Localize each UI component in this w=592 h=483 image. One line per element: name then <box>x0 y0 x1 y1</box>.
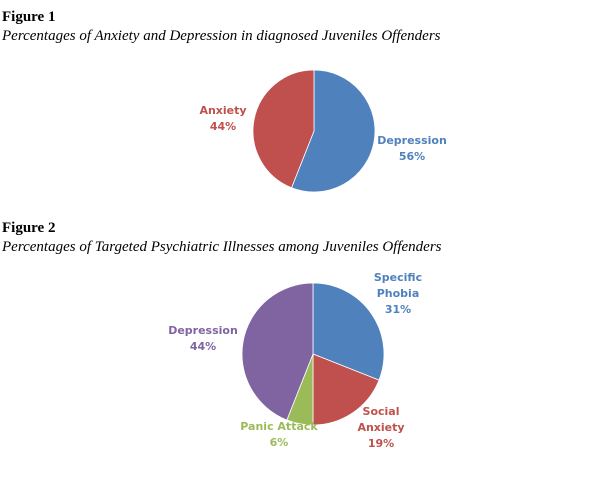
pie-slice-depression <box>241 282 314 421</box>
figure-1-caption: Percentages of Anxiety and Depression in… <box>2 28 441 44</box>
data-label-depression: Depression 44% <box>168 324 238 353</box>
data-label-specific-phobia: Specific Phobia 31% <box>374 271 422 316</box>
figure-2-caption: Percentages of Targeted Psychiatric Illn… <box>2 239 442 255</box>
pie-slice-depression <box>291 69 376 193</box>
pie-slice-anxiety <box>252 69 315 189</box>
data-label-anxiety: Anxiety 44% <box>199 104 246 133</box>
data-label-depression: Depression 56% <box>377 134 447 163</box>
pie-slice-specific-phobia <box>312 282 385 381</box>
figure-1-pie-chart: Depression 56% Anxiety 44% <box>199 69 447 193</box>
data-label-panic-attack: Panic Attack 6% <box>240 420 318 449</box>
figure-2-label: Figure 2 <box>2 220 56 236</box>
pie-slice-social-anxiety <box>312 353 380 426</box>
figure-1-label: Figure 1 <box>2 9 56 25</box>
data-label-social-anxiety: Social Anxiety 19% <box>357 405 404 450</box>
